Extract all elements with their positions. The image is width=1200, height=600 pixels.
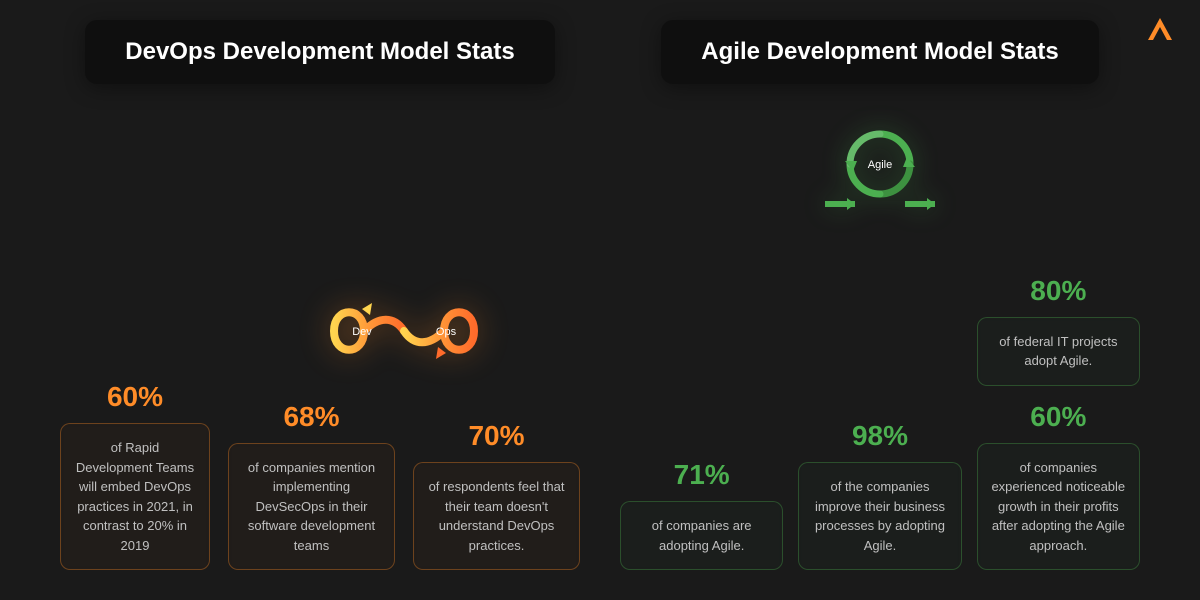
devops-stat-1-pct: 68% bbox=[283, 401, 339, 433]
devops-column: DevOps Development Model Stats 60% of Ra… bbox=[40, 20, 600, 570]
devops-stat-0-desc: of Rapid Development Teams will embed De… bbox=[71, 438, 199, 555]
agile-stat-0-desc: of companies are adopting Agile. bbox=[631, 516, 772, 555]
main-container: DevOps Development Model Stats 60% of Ra… bbox=[0, 0, 1200, 600]
devops-infinity-icon: Dev Ops bbox=[228, 281, 580, 381]
agile-stat-3-wrap: 60% of companies experienced noticeable … bbox=[977, 401, 1140, 571]
agile-right-col: 80% of federal IT projects adopt Agile. … bbox=[977, 109, 1140, 570]
agile-stat-1-col: Agile 98% of the companies improve their… bbox=[798, 109, 961, 570]
agile-column: Agile Development Model Stats 71% of com… bbox=[600, 20, 1160, 570]
agile-stat-1-card: of the companies improve their business … bbox=[798, 462, 961, 570]
brand-logo bbox=[1145, 15, 1175, 45]
devops-icon-label-dev: Dev bbox=[352, 326, 372, 338]
agile-stat-0-card: of companies are adopting Agile. bbox=[620, 501, 783, 570]
agile-stat-2-desc: of federal IT projects adopt Agile. bbox=[988, 332, 1129, 371]
devops-stat-1-card: of companies mention implementing DevSec… bbox=[228, 443, 395, 571]
agile-stat-0-col: 71% of companies are adopting Agile. bbox=[620, 109, 783, 570]
agile-content: 71% of companies are adopting Agile. bbox=[620, 109, 1140, 570]
devops-stat-2-card: of respondents feel that their team does… bbox=[413, 462, 580, 570]
devops-stat-0-card: of Rapid Development Teams will embed De… bbox=[60, 423, 210, 570]
agile-stat-2-card: of federal IT projects adopt Agile. bbox=[977, 317, 1140, 386]
agile-stat-2-wrap: 80% of federal IT projects adopt Agile. bbox=[977, 275, 1140, 386]
agile-cycle-icon: Agile bbox=[798, 109, 961, 229]
agile-stat-2-pct: 80% bbox=[977, 275, 1140, 307]
agile-icon-label: Agile bbox=[868, 159, 892, 171]
agile-stat-3-card: of companies experienced noticeable grow… bbox=[977, 443, 1140, 571]
devops-stat-0-pct: 60% bbox=[107, 381, 163, 413]
devops-stat-1-wrap: 68% of companies mention implementing De… bbox=[228, 401, 395, 571]
agile-title: Agile Development Model Stats bbox=[661, 20, 1098, 84]
devops-icon-label-ops: Ops bbox=[436, 326, 457, 338]
devops-stat-2-pct: 70% bbox=[468, 420, 524, 452]
devops-stat-2-desc: of respondents feel that their team does… bbox=[424, 477, 569, 555]
agile-stat-3-pct: 60% bbox=[977, 401, 1140, 433]
agile-stat-1-pct: 98% bbox=[798, 420, 961, 452]
agile-stat-3-desc: of companies experienced noticeable grow… bbox=[988, 458, 1129, 556]
devops-title: DevOps Development Model Stats bbox=[85, 20, 554, 84]
devops-content: 60% of Rapid Development Teams will embe… bbox=[60, 109, 580, 570]
agile-stat-1-desc: of the companies improve their business … bbox=[809, 477, 950, 555]
devops-stat-2-wrap: 70% of respondents feel that their team … bbox=[413, 420, 580, 570]
devops-stat-1-desc: of companies mention implementing DevSec… bbox=[239, 458, 384, 556]
agile-stat-0-pct: 71% bbox=[620, 459, 783, 491]
